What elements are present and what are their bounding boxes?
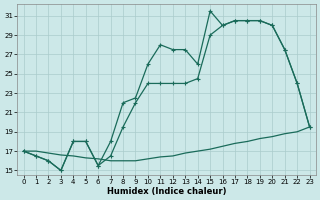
X-axis label: Humidex (Indice chaleur): Humidex (Indice chaleur): [107, 187, 226, 196]
